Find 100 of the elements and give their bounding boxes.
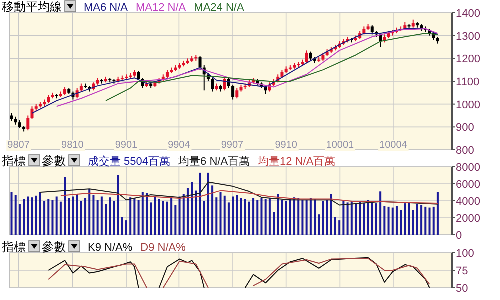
bar <box>96 200 99 235</box>
bar <box>60 202 62 235</box>
bar <box>289 199 292 235</box>
candlestick <box>211 78 214 92</box>
x-tick-label: 9810 <box>62 140 84 151</box>
bar <box>117 176 120 235</box>
bar <box>100 196 103 235</box>
candlestick <box>30 106 34 120</box>
bar <box>310 198 312 235</box>
line-series <box>158 258 205 288</box>
bar <box>146 193 148 235</box>
bar <box>244 199 246 235</box>
x-tick-label: 9907 <box>221 140 244 151</box>
y-tick-label: 100 <box>456 248 474 260</box>
bar <box>27 196 30 235</box>
bar <box>195 190 198 235</box>
chart-title: 指標 <box>1 240 26 254</box>
bar <box>371 202 374 235</box>
bar <box>392 208 394 235</box>
line-series <box>106 33 438 102</box>
bar <box>412 210 414 235</box>
bar <box>248 202 250 235</box>
bar <box>277 194 280 235</box>
bar <box>186 188 189 235</box>
bar <box>170 198 173 235</box>
x-tick-label: 9910 <box>275 140 298 151</box>
bar <box>363 204 366 235</box>
bar <box>232 196 234 235</box>
bar <box>88 189 91 235</box>
bar <box>64 177 66 235</box>
bar <box>126 220 128 235</box>
chart-title: 移動平均線 <box>2 0 62 14</box>
x-tick-label: 9807 <box>8 140 30 151</box>
y-tick-label: 1200 <box>456 54 480 66</box>
bar <box>142 192 144 235</box>
candlestick <box>232 84 235 100</box>
candlestick <box>26 115 30 132</box>
bar <box>228 202 230 235</box>
line-series <box>40 182 438 206</box>
bar <box>256 200 259 235</box>
candlestick <box>370 25 374 36</box>
chart-subtitle: 參數 <box>42 240 66 254</box>
bar <box>162 201 164 235</box>
bar <box>203 201 206 235</box>
bar <box>48 199 50 235</box>
bar <box>44 201 46 235</box>
bar <box>134 198 136 235</box>
bar <box>191 182 194 235</box>
bar <box>404 204 406 235</box>
bar <box>224 196 226 235</box>
bar <box>424 206 427 235</box>
bar <box>334 217 336 235</box>
bar <box>52 200 54 235</box>
bar <box>23 199 26 235</box>
bar <box>252 198 255 235</box>
bar <box>354 204 357 235</box>
y-tick-label: 1300 <box>456 30 480 43</box>
bar <box>240 198 242 235</box>
bar <box>306 200 308 235</box>
y-tick-label: 2000 <box>456 213 480 225</box>
bar <box>39 192 42 235</box>
bar <box>199 172 202 235</box>
bar <box>302 200 304 235</box>
bar <box>428 208 431 235</box>
bar <box>342 201 345 235</box>
bar <box>76 194 78 235</box>
x-tick-label: 10001 <box>326 140 355 151</box>
series-label: D9 N/A% <box>140 242 186 254</box>
bar <box>268 198 271 235</box>
bar <box>105 204 108 235</box>
bar <box>408 202 410 235</box>
x-tick-label: 10004 <box>380 140 408 151</box>
bar <box>10 192 13 235</box>
text: MA12 N/A <box>136 2 187 14</box>
bar <box>359 202 362 235</box>
bar <box>400 210 402 235</box>
candlestick <box>309 51 312 62</box>
y-tick-label: 4000 <box>456 196 480 208</box>
bar <box>285 201 288 235</box>
bar <box>56 196 58 235</box>
y-tick-label: 900 <box>456 122 474 134</box>
bar <box>375 204 378 235</box>
bar <box>216 198 218 235</box>
y-tick-label: 0 <box>456 230 462 242</box>
bar <box>388 206 390 235</box>
bar <box>314 199 316 235</box>
bar <box>298 198 300 235</box>
bar <box>264 199 267 235</box>
bar <box>113 201 116 235</box>
chart-title: 指標 <box>1 154 26 168</box>
y-tick-label: 800 <box>456 145 474 157</box>
bar <box>260 198 263 235</box>
bar <box>18 204 21 235</box>
bar <box>166 202 168 235</box>
bar <box>68 198 70 235</box>
line-series <box>48 264 148 288</box>
candlestick <box>236 88 239 100</box>
bar <box>432 206 435 235</box>
bar <box>294 198 296 235</box>
bar <box>138 200 140 235</box>
